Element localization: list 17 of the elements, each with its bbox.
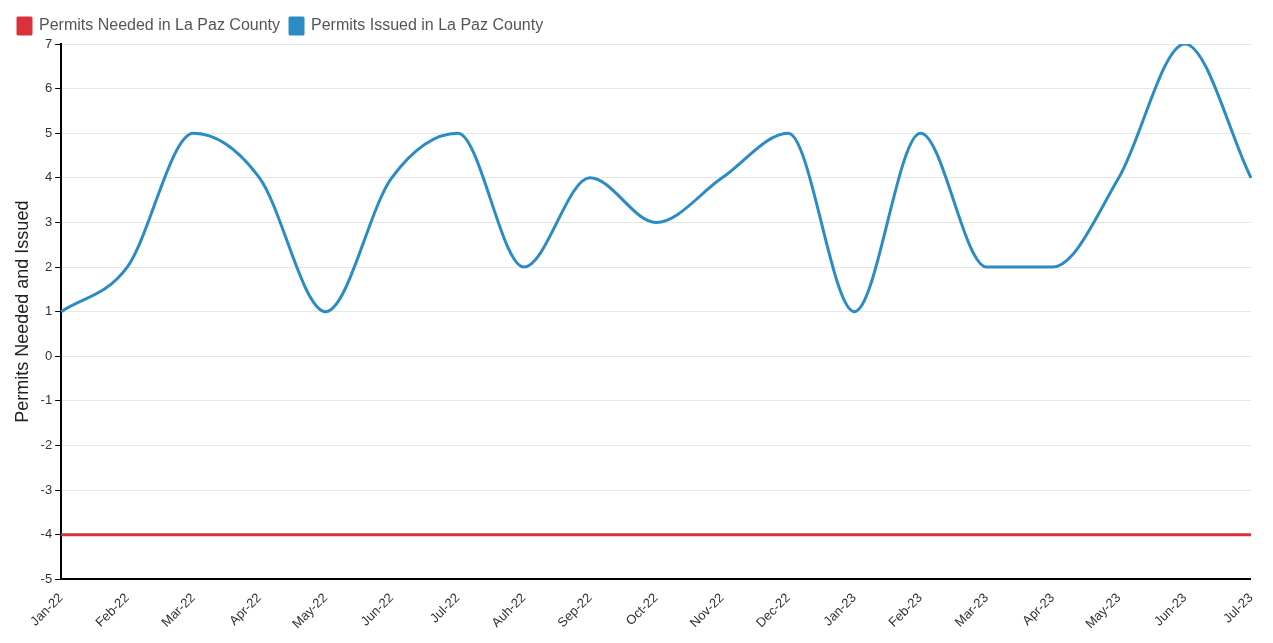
legend-label: Permits Issued in La Paz County xyxy=(311,16,544,34)
y-tick-label: -2 xyxy=(40,437,53,453)
y-tick-label: 6 xyxy=(44,80,53,96)
y-tick-label: -4 xyxy=(40,526,53,542)
y-tick-label: 1 xyxy=(44,303,53,319)
y-tick-label: 2 xyxy=(44,258,53,274)
y-axis-title: Permits Needed and Issued xyxy=(11,200,32,423)
y-tick-label: -3 xyxy=(40,481,53,497)
legend-label: Permits Needed in La Paz County xyxy=(39,16,281,34)
y-tick-label: 4 xyxy=(44,169,53,185)
y-tick-label: 5 xyxy=(44,124,53,140)
y-tick-label: 3 xyxy=(44,214,53,230)
y-tick-label: 7 xyxy=(44,35,53,51)
y-tick-label: -5 xyxy=(40,570,53,586)
y-tick-label: 0 xyxy=(44,347,53,363)
line-series xyxy=(59,44,1253,314)
y-tick-label: -1 xyxy=(40,392,53,408)
